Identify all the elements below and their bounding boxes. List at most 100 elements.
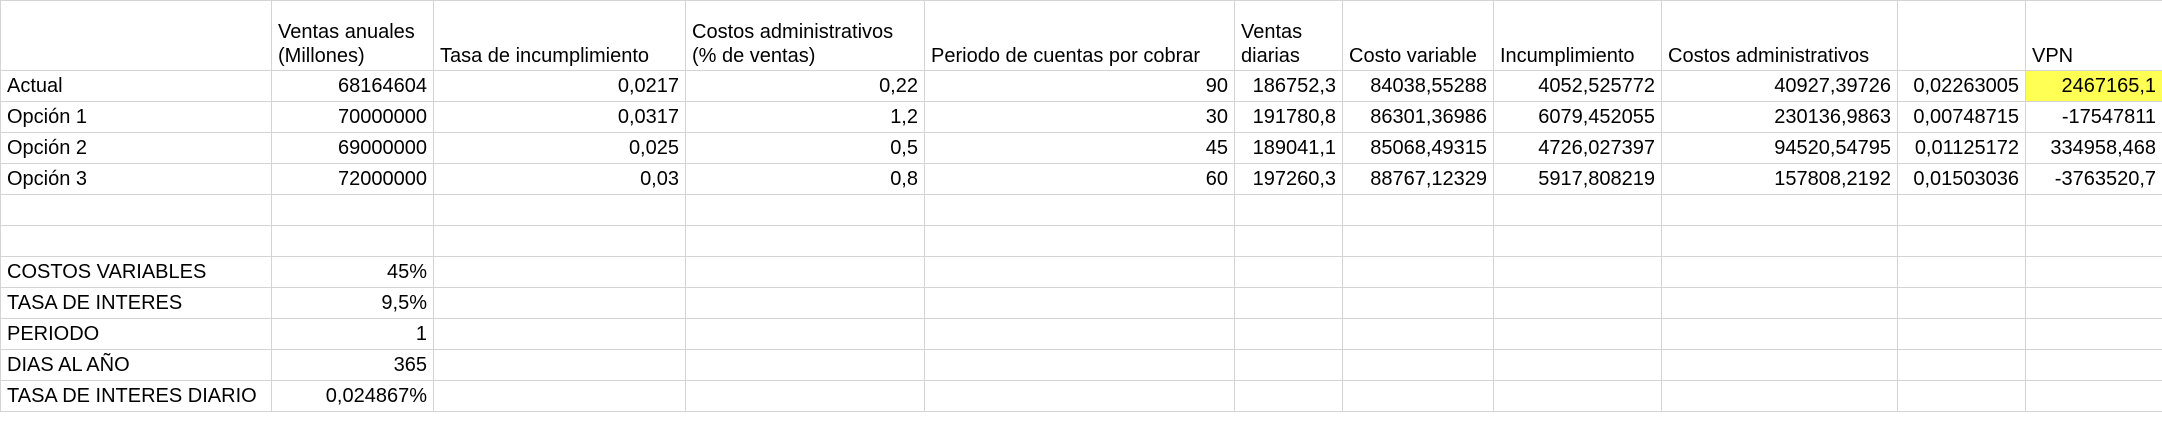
cell[interactable] — [2025, 194, 2162, 226]
cell[interactable] — [685, 380, 925, 412]
header-cell-costo-variable[interactable]: Costo variable — [1342, 0, 1494, 71]
cell[interactable] — [1493, 380, 1662, 412]
cell[interactable] — [2025, 225, 2162, 257]
cell[interactable] — [685, 349, 925, 381]
cell[interactable]: 90 — [924, 70, 1235, 102]
cell[interactable] — [1661, 318, 1898, 350]
cell[interactable] — [924, 194, 1235, 226]
header-cell-tasa-incumplimiento[interactable]: Tasa de incumplimiento — [433, 0, 686, 71]
cell[interactable] — [1342, 349, 1494, 381]
cell[interactable] — [1661, 349, 1898, 381]
cell[interactable]: 0,03 — [433, 163, 686, 195]
cell[interactable] — [1661, 194, 1898, 226]
cell[interactable]: 70000000 — [271, 101, 434, 133]
cell[interactable] — [1897, 349, 2026, 381]
header-cell-incumplimiento[interactable]: Incumplimiento — [1493, 0, 1662, 71]
cell[interactable]: 84038,55288 — [1342, 70, 1494, 102]
cell[interactable]: -17547811 — [2025, 101, 2162, 133]
cell[interactable]: 0,025 — [433, 132, 686, 164]
param-value-cell[interactable]: 1 — [271, 318, 434, 350]
cell[interactable] — [1493, 287, 1662, 319]
cell[interactable]: 1,2 — [685, 101, 925, 133]
row-label-cell[interactable]: Actual — [0, 70, 272, 102]
cell[interactable]: 334958,468 — [2025, 132, 2162, 164]
row-label-cell[interactable]: Opción 2 — [0, 132, 272, 164]
cell[interactable] — [1897, 225, 2026, 257]
cell[interactable] — [1661, 225, 1898, 257]
cell[interactable] — [1234, 349, 1343, 381]
cell[interactable] — [1342, 287, 1494, 319]
cell[interactable]: 4726,027397 — [1493, 132, 1662, 164]
cell[interactable] — [685, 225, 925, 257]
cell[interactable]: 0,5 — [685, 132, 925, 164]
row-label-cell[interactable]: Opción 3 — [0, 163, 272, 195]
cell[interactable]: 0,0217 — [433, 70, 686, 102]
header-cell-costos-adm-pct[interactable]: Costos administrativos (% de ventas) — [685, 0, 925, 71]
cell[interactable] — [1342, 225, 1494, 257]
cell[interactable] — [1897, 0, 2026, 71]
header-cell-ventas-anuales[interactable]: Ventas anuales (Millones) — [271, 0, 434, 71]
cell[interactable]: 197260,3 — [1234, 163, 1343, 195]
cell[interactable]: 189041,1 — [1234, 132, 1343, 164]
cell[interactable]: 94520,54795 — [1661, 132, 1898, 164]
cell[interactable] — [2025, 256, 2162, 288]
cell[interactable] — [1493, 256, 1662, 288]
cell[interactable]: 230136,9863 — [1661, 101, 1898, 133]
cell[interactable]: 45 — [924, 132, 1235, 164]
cell[interactable] — [685, 194, 925, 226]
param-label-cell[interactable]: TASA DE INTERES — [0, 287, 272, 319]
cell[interactable] — [685, 256, 925, 288]
cell[interactable] — [1234, 225, 1343, 257]
row-label-cell[interactable]: Opción 1 — [0, 101, 272, 133]
cell[interactable] — [2025, 349, 2162, 381]
cell[interactable] — [433, 194, 686, 226]
cell[interactable] — [1234, 287, 1343, 319]
cell[interactable] — [1342, 318, 1494, 350]
cell[interactable]: 0,01503036 — [1897, 163, 2026, 195]
cell[interactable] — [1661, 287, 1898, 319]
cell[interactable]: 0,22 — [685, 70, 925, 102]
cell[interactable]: 0,8 — [685, 163, 925, 195]
vpn-highlighted-cell[interactable]: 2467165,1 — [2025, 70, 2162, 102]
cell[interactable] — [1661, 380, 1898, 412]
param-value-cell[interactable]: 0,024867% — [271, 380, 434, 412]
cell[interactable] — [433, 287, 686, 319]
cell[interactable] — [2025, 287, 2162, 319]
param-value-cell[interactable]: 45% — [271, 256, 434, 288]
cell[interactable] — [433, 380, 686, 412]
param-label-cell[interactable]: TASA DE INTERES DIARIO — [0, 380, 272, 412]
cell[interactable] — [1234, 380, 1343, 412]
cell[interactable] — [685, 287, 925, 319]
cell[interactable] — [433, 318, 686, 350]
cell[interactable]: 157808,2192 — [1661, 163, 1898, 195]
param-value-cell[interactable]: 365 — [271, 349, 434, 381]
cell[interactable]: 191780,8 — [1234, 101, 1343, 133]
cell[interactable] — [685, 318, 925, 350]
header-cell-vpn[interactable]: VPN — [2025, 0, 2162, 71]
cell[interactable]: 72000000 — [271, 163, 434, 195]
cell[interactable]: 30 — [924, 101, 1235, 133]
param-label-cell[interactable]: PERIODO — [0, 318, 272, 350]
cell[interactable] — [924, 318, 1235, 350]
header-cell-periodo[interactable]: Periodo de cuentas por cobrar — [924, 0, 1235, 71]
cell[interactable] — [1234, 256, 1343, 288]
cell[interactable] — [0, 0, 272, 71]
cell[interactable] — [1493, 349, 1662, 381]
cell[interactable] — [1342, 380, 1494, 412]
cell[interactable]: 4052,525772 — [1493, 70, 1662, 102]
cell[interactable] — [433, 256, 686, 288]
cell[interactable] — [1897, 194, 2026, 226]
cell[interactable] — [1897, 256, 2026, 288]
cell[interactable] — [2025, 318, 2162, 350]
cell[interactable] — [0, 225, 272, 257]
cell[interactable]: 60 — [924, 163, 1235, 195]
cell[interactable] — [924, 225, 1235, 257]
cell[interactable]: 0,00748715 — [1897, 101, 2026, 133]
cell[interactable] — [433, 225, 686, 257]
cell[interactable] — [2025, 380, 2162, 412]
cell[interactable]: 5917,808219 — [1493, 163, 1662, 195]
cell[interactable]: 0,01125172 — [1897, 132, 2026, 164]
cell[interactable]: 68164604 — [271, 70, 434, 102]
header-cell-ventas-diarias[interactable]: Ventas diarias — [1234, 0, 1343, 71]
cell[interactable] — [1493, 225, 1662, 257]
